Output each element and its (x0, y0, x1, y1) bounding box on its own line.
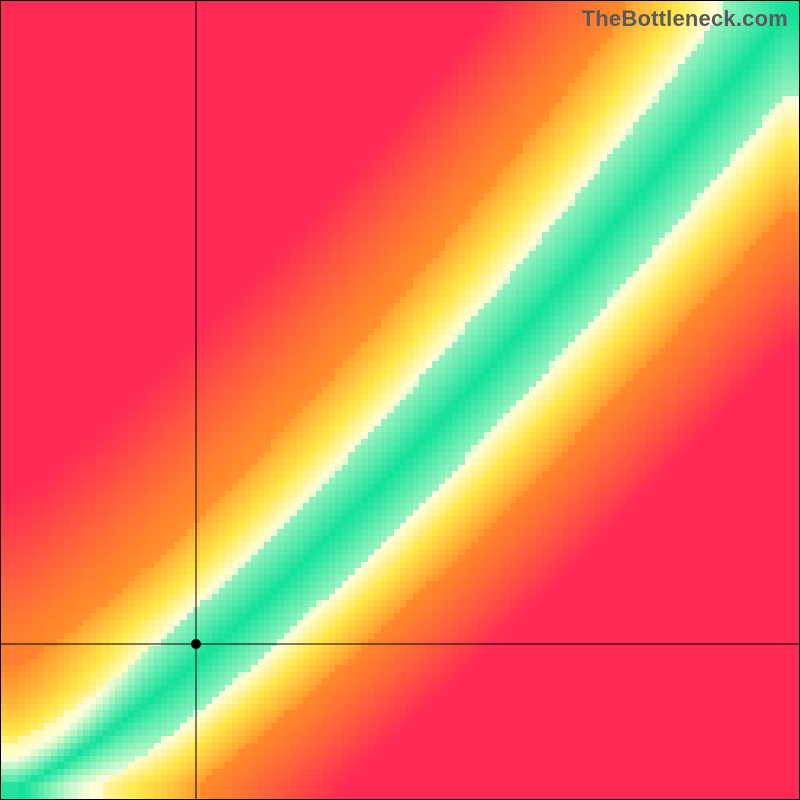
chart-container: { "watermark": { "text": "TheBottleneck.… (0, 0, 800, 800)
bottleneck-heatmap (0, 0, 800, 800)
